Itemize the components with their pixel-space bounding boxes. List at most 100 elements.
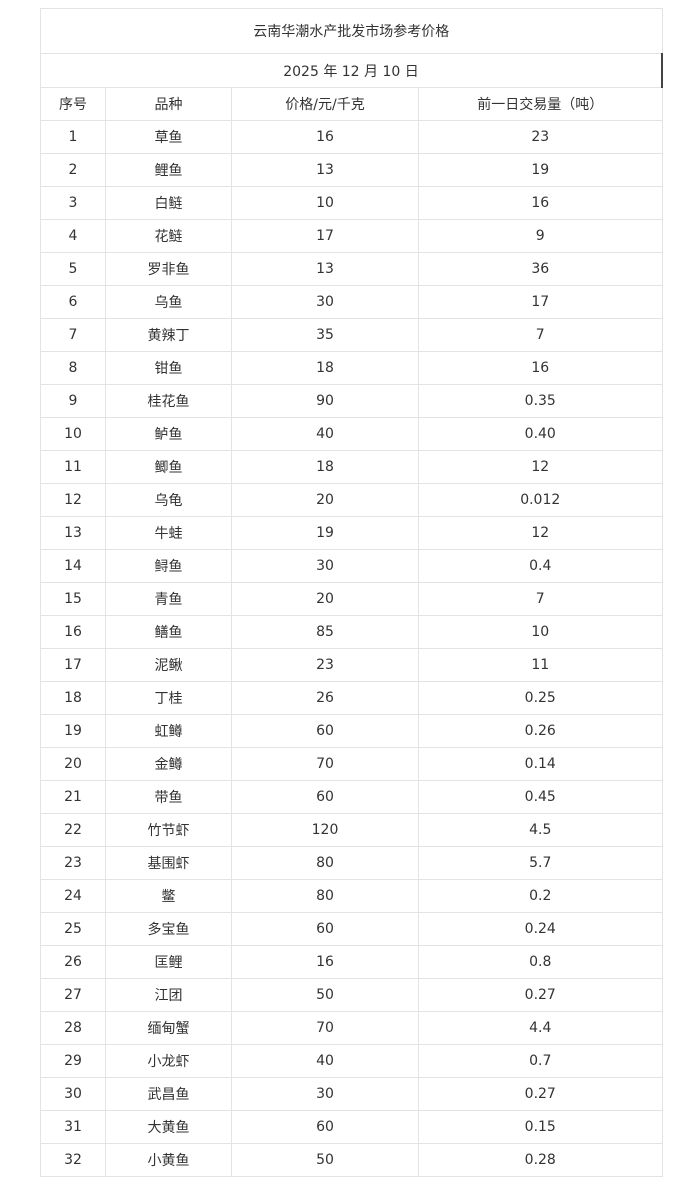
cell-index: 2 xyxy=(40,153,106,187)
table-row: 26 匡鲤 16 0.8 xyxy=(40,945,663,979)
cell-index: 32 xyxy=(40,1143,106,1177)
table-title: 云南华潮水产批发市场参考价格 xyxy=(40,8,663,54)
cell-index: 9 xyxy=(40,384,106,418)
cell-index: 22 xyxy=(40,813,106,847)
cell-price: 70 xyxy=(231,1011,419,1045)
cell-variety: 钳鱼 xyxy=(105,351,232,385)
table-row: 17 泥鳅 23 11 xyxy=(40,648,663,682)
cell-price: 18 xyxy=(231,450,419,484)
cell-variety: 草鱼 xyxy=(105,120,232,154)
cell-index: 11 xyxy=(40,450,106,484)
cell-price: 60 xyxy=(231,912,419,946)
cell-index: 12 xyxy=(40,483,106,517)
cell-price: 80 xyxy=(231,879,419,913)
table-row: 15 青鱼 20 7 xyxy=(40,582,663,616)
cell-index: 25 xyxy=(40,912,106,946)
cell-index: 4 xyxy=(40,219,106,253)
cell-price: 18 xyxy=(231,351,419,385)
cell-variety: 基围虾 xyxy=(105,846,232,880)
cell-index: 21 xyxy=(40,780,106,814)
cell-price: 90 xyxy=(231,384,419,418)
cell-price: 20 xyxy=(231,483,419,517)
cell-index: 1 xyxy=(40,120,106,154)
table-row: 6 乌鱼 30 17 xyxy=(40,285,663,319)
cell-volume: 7 xyxy=(418,582,663,616)
cell-variety: 缅甸蟹 xyxy=(105,1011,232,1045)
cell-volume: 0.2 xyxy=(418,879,663,913)
cell-index: 20 xyxy=(40,747,106,781)
price-table: 云南华潮水产批发市场参考价格 2025 年 12 月 10 日 序号 品种 价格… xyxy=(40,8,663,1177)
cell-volume: 0.14 xyxy=(418,747,663,781)
table-row: 3 白鲢 10 16 xyxy=(40,186,663,220)
cell-price: 19 xyxy=(231,516,419,550)
cell-index: 28 xyxy=(40,1011,106,1045)
cell-volume: 17 xyxy=(418,285,663,319)
table-row: 11 鲫鱼 18 12 xyxy=(40,450,663,484)
cell-volume: 23 xyxy=(418,120,663,154)
cell-price: 60 xyxy=(231,780,419,814)
cell-volume: 36 xyxy=(418,252,663,286)
table-row: 21 带鱼 60 0.45 xyxy=(40,780,663,814)
cell-variety: 鲫鱼 xyxy=(105,450,232,484)
cell-index: 5 xyxy=(40,252,106,286)
cell-variety: 青鱼 xyxy=(105,582,232,616)
cell-price: 120 xyxy=(231,813,419,847)
cell-volume: 0.15 xyxy=(418,1110,663,1144)
cell-price: 16 xyxy=(231,120,419,154)
cell-volume: 10 xyxy=(418,615,663,649)
table-row: 5 罗非鱼 13 36 xyxy=(40,252,663,286)
cell-volume: 12 xyxy=(418,516,663,550)
cell-price: 60 xyxy=(231,1110,419,1144)
cell-price: 23 xyxy=(231,648,419,682)
table-row: 8 钳鱼 18 16 xyxy=(40,351,663,385)
table-row: 16 鳝鱼 85 10 xyxy=(40,615,663,649)
cell-price: 13 xyxy=(231,153,419,187)
header-index: 序号 xyxy=(40,87,106,121)
cell-variety: 牛蛙 xyxy=(105,516,232,550)
cell-index: 29 xyxy=(40,1044,106,1078)
table-row: 1 草鱼 16 23 xyxy=(40,120,663,154)
table-row: 19 虹鳟 60 0.26 xyxy=(40,714,663,748)
table-row: 32 小黄鱼 50 0.28 xyxy=(40,1143,663,1177)
cell-variety: 白鲢 xyxy=(105,186,232,220)
cell-price: 10 xyxy=(231,186,419,220)
cell-variety: 匡鲤 xyxy=(105,945,232,979)
cell-volume: 19 xyxy=(418,153,663,187)
cell-variety: 泥鳅 xyxy=(105,648,232,682)
header-volume: 前一日交易量（吨） xyxy=(418,87,663,121)
table-row: 7 黄辣丁 35 7 xyxy=(40,318,663,352)
table-row: 28 缅甸蟹 70 4.4 xyxy=(40,1011,663,1045)
cell-index: 18 xyxy=(40,681,106,715)
table-row: 30 武昌鱼 30 0.27 xyxy=(40,1077,663,1111)
cell-volume: 0.8 xyxy=(418,945,663,979)
table-row: 13 牛蛙 19 12 xyxy=(40,516,663,550)
cell-volume: 9 xyxy=(418,219,663,253)
cell-index: 26 xyxy=(40,945,106,979)
cell-variety: 多宝鱼 xyxy=(105,912,232,946)
cell-volume: 7 xyxy=(418,318,663,352)
cell-volume: 0.26 xyxy=(418,714,663,748)
header-variety: 品种 xyxy=(105,87,232,121)
cell-price: 16 xyxy=(231,945,419,979)
cell-volume: 0.27 xyxy=(418,978,663,1012)
cell-variety: 罗非鱼 xyxy=(105,252,232,286)
cell-variety: 虹鳟 xyxy=(105,714,232,748)
cell-volume: 0.40 xyxy=(418,417,663,451)
cell-index: 6 xyxy=(40,285,106,319)
cell-variety: 乌龟 xyxy=(105,483,232,517)
cell-index: 14 xyxy=(40,549,106,583)
cell-volume: 5.7 xyxy=(418,846,663,880)
cell-price: 17 xyxy=(231,219,419,253)
cell-variety: 小黄鱼 xyxy=(105,1143,232,1177)
cell-price: 26 xyxy=(231,681,419,715)
cell-variety: 江团 xyxy=(105,978,232,1012)
table-row: 4 花鲢 17 9 xyxy=(40,219,663,253)
cell-price: 30 xyxy=(231,285,419,319)
cell-volume: 16 xyxy=(418,186,663,220)
cell-volume: 0.35 xyxy=(418,384,663,418)
table-date: 2025 年 12 月 10 日 xyxy=(40,53,663,88)
table-row: 9 桂花鱼 90 0.35 xyxy=(40,384,663,418)
cell-variety: 鳝鱼 xyxy=(105,615,232,649)
header-price: 价格/元/千克 xyxy=(231,87,419,121)
cell-index: 10 xyxy=(40,417,106,451)
